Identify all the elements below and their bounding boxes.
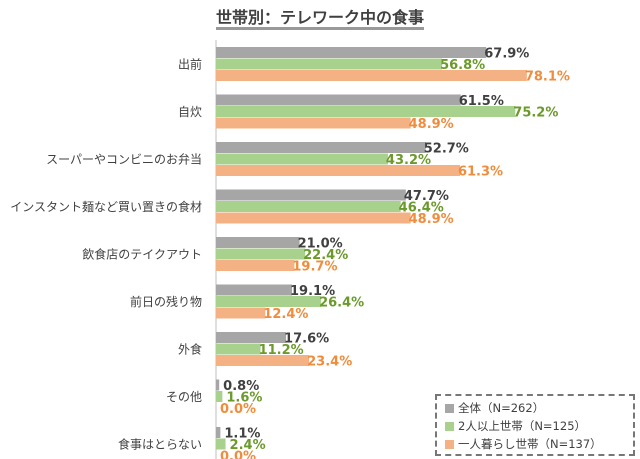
category-label: 飲食店のテイクアウト xyxy=(82,246,202,261)
bar xyxy=(216,296,322,307)
bar xyxy=(216,117,411,129)
data-label: 0.8% xyxy=(223,379,259,394)
data-label: 17.6% xyxy=(284,332,329,347)
data-label: 21.0% xyxy=(298,237,343,252)
data-label: 61.3% xyxy=(458,165,503,180)
category-label: 出前 xyxy=(178,56,202,71)
bar xyxy=(216,379,220,391)
bar xyxy=(216,142,426,153)
data-label: 26.4% xyxy=(319,296,364,311)
chart-title-text: 世帯別：テレワーク中の食事 xyxy=(215,8,424,27)
data-label: 56.8% xyxy=(440,58,485,73)
data-label: 75.2% xyxy=(513,106,558,121)
data-label: 78.1% xyxy=(525,70,570,85)
bar xyxy=(216,355,310,366)
bar xyxy=(216,189,406,201)
bar xyxy=(216,284,293,296)
category-label: 前日の残り物 xyxy=(130,294,202,309)
data-label: 47.7% xyxy=(404,189,449,204)
bar xyxy=(216,260,295,271)
data-label: 19.1% xyxy=(290,284,335,299)
legend-swatch xyxy=(445,439,454,449)
data-label: 0.0% xyxy=(220,402,256,417)
legend-item: 全体（N=262） xyxy=(445,399,625,417)
data-label: 11.2% xyxy=(259,343,304,358)
bar xyxy=(216,237,300,248)
category-label: 自炊 xyxy=(178,105,202,119)
category-label: 食事はとらない xyxy=(118,436,202,451)
category-label: スーパーやコンビニのお弁当 xyxy=(46,151,202,166)
bar xyxy=(216,165,460,176)
chart-title: 世帯別：テレワーク中の食事 xyxy=(0,4,640,28)
data-label: 12.4% xyxy=(263,307,308,322)
bar xyxy=(216,427,221,438)
legend-item: 一人暮らし世帯（N=137） xyxy=(445,435,625,453)
legend-swatch xyxy=(445,421,454,431)
data-label: 48.9% xyxy=(409,117,454,132)
data-label: 67.9% xyxy=(484,47,529,62)
category-label: インスタント麺など買い置きの食材 xyxy=(10,199,202,214)
bar xyxy=(216,70,527,81)
bar xyxy=(216,47,487,58)
legend-label: 全体（N=262） xyxy=(458,401,545,415)
bar xyxy=(216,212,411,224)
legend-swatch xyxy=(445,403,454,413)
bar xyxy=(216,106,516,117)
bar xyxy=(216,201,401,212)
data-label: 61.5% xyxy=(459,94,504,109)
data-label: 1.6% xyxy=(226,391,262,406)
data-label: 0.0% xyxy=(220,450,256,459)
category-label: 外食 xyxy=(178,341,202,356)
data-label: 2.4% xyxy=(230,438,266,453)
bar xyxy=(216,391,223,402)
data-label: 22.4% xyxy=(303,248,348,263)
legend-label: 2人以上世帯（N=125） xyxy=(458,419,587,433)
bar xyxy=(216,248,306,260)
data-label: 43.2% xyxy=(386,153,431,168)
data-label: 1.1% xyxy=(224,427,260,442)
bar xyxy=(216,307,266,319)
bar xyxy=(216,343,261,355)
legend: 全体（N=262） 2人以上世帯（N=125） 一人暮らし世帯（N=137） xyxy=(435,394,635,456)
category-label: その他 xyxy=(166,390,202,404)
bar xyxy=(216,438,226,450)
data-label: 52.7% xyxy=(424,142,469,157)
data-label: 48.9% xyxy=(409,212,454,227)
bar xyxy=(216,58,443,70)
legend-item: 2人以上世帯（N=125） xyxy=(445,417,625,435)
bar xyxy=(216,153,388,165)
data-label: 23.4% xyxy=(307,355,352,370)
data-label: 46.4% xyxy=(399,201,444,216)
legend-label: 一人暮らし世帯（N=137） xyxy=(458,437,602,451)
bar xyxy=(216,94,461,106)
bar xyxy=(216,332,287,343)
data-label: 19.7% xyxy=(292,260,337,275)
